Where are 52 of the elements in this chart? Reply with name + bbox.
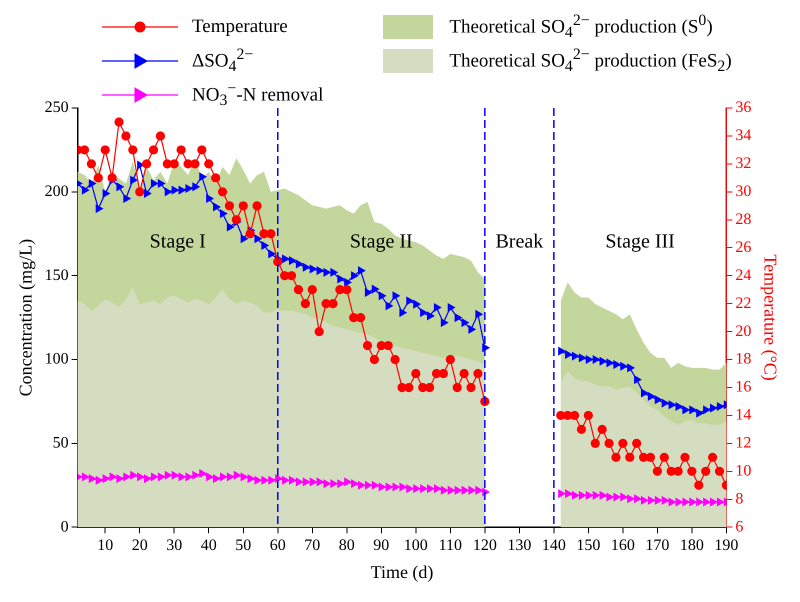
x-tick-label: 40 xyxy=(200,537,217,554)
y2-tick-label: 6 xyxy=(735,518,744,536)
x-tick-label: 80 xyxy=(338,537,355,554)
y2-tick-label: 12 xyxy=(735,434,752,452)
annotation: Stage II xyxy=(350,230,413,252)
x-tick-label: 170 xyxy=(645,537,670,554)
y2-tick-label: 34 xyxy=(735,127,752,144)
y2-tick-label: 14 xyxy=(735,406,752,424)
y-tick-label: 50 xyxy=(52,434,69,452)
y2-tick-label: 22 xyxy=(735,294,752,312)
annotation: Stage III xyxy=(605,230,675,252)
y2-tick-label: 8 xyxy=(735,490,744,508)
legend-label: Theoretical SO$_{4}$$^{2−}$ production (FeS$_{2}$) xyxy=(449,46,732,76)
legend-label: Theoretical SO$_{4}$$^{2−}$ production (S$^{0}$) xyxy=(449,12,713,42)
x-tick-label: 190 xyxy=(714,537,738,554)
y2-tick-label: 16 xyxy=(735,378,752,396)
y-tick-label: 150 xyxy=(44,266,69,284)
y-tick-label: 250 xyxy=(44,99,69,116)
x-tick-label: 160 xyxy=(610,537,635,554)
y2-tick-label: 36 xyxy=(735,99,752,116)
y-tick-label: 0 xyxy=(60,518,69,536)
x-tick-label: 20 xyxy=(132,537,148,554)
x-tick-label: 130 xyxy=(507,537,532,554)
x-axis-title: Time (d) xyxy=(370,562,434,582)
y2-tick-label: 30 xyxy=(735,183,752,200)
x-tick-label: 10 xyxy=(97,537,114,554)
x-tick-label: 140 xyxy=(542,537,566,554)
y2-tick-label: 10 xyxy=(735,462,752,480)
annotation: Break xyxy=(495,230,544,252)
annotation: Stage I xyxy=(150,230,206,252)
x-tick-label: 90 xyxy=(373,537,390,554)
y-tick-label: 200 xyxy=(44,183,69,200)
x-tick-label: 30 xyxy=(166,537,182,554)
x-tick-label: 50 xyxy=(235,537,252,554)
y2-axis-title: Temperature (°C) xyxy=(760,254,780,381)
x-tick-label: 110 xyxy=(438,537,462,554)
x-tick-label: 180 xyxy=(680,537,704,554)
legend-label: Temperature xyxy=(192,16,288,38)
y2-tick-label: 18 xyxy=(735,350,752,368)
y-tick-label: 100 xyxy=(44,350,69,368)
y2-tick-label: 28 xyxy=(735,210,752,228)
x-tick-label: 120 xyxy=(472,537,497,554)
x-tick-label: 70 xyxy=(304,537,320,554)
legend-label: NO$_{3}$$^{−}$-N removal xyxy=(192,80,324,110)
y2-tick-label: 32 xyxy=(735,155,752,172)
x-tick-label: 150 xyxy=(576,537,600,554)
y2-tick-label: 26 xyxy=(735,238,752,256)
y2-tick-label: 24 xyxy=(735,266,752,284)
x-tick-label: 100 xyxy=(404,537,428,554)
x-tick-label: 60 xyxy=(270,537,286,554)
y-axis-title: Concentration (mg/L) xyxy=(16,238,36,396)
y2-tick-label: 20 xyxy=(735,322,752,340)
